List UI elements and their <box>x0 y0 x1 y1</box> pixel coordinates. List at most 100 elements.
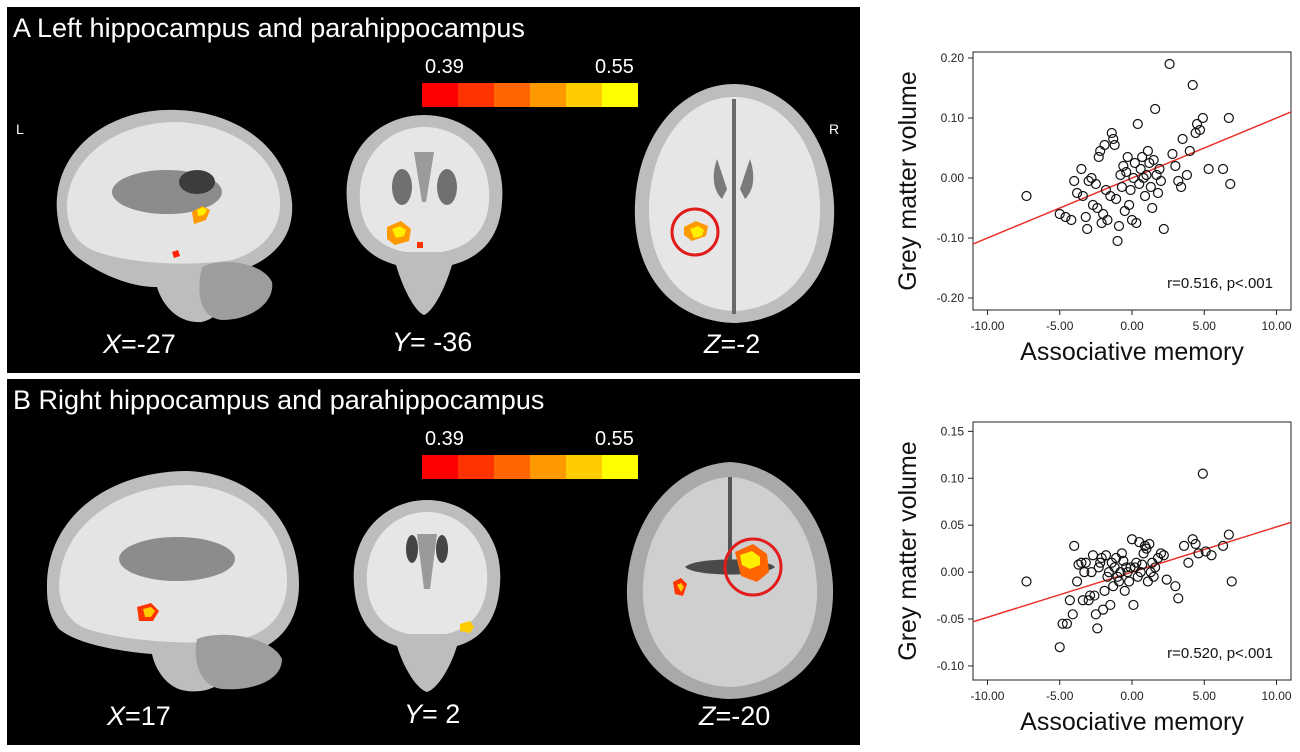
data-point <box>1131 217 1142 229</box>
slice-value: =-2 <box>720 329 761 359</box>
data-point <box>1108 133 1119 145</box>
data-point <box>1090 178 1101 190</box>
data-point <box>1076 163 1087 175</box>
colorbar-swatch <box>494 455 530 479</box>
slice-value: =-27 <box>121 329 176 359</box>
slice-axis: Y <box>392 327 411 357</box>
data-point <box>1177 133 1188 145</box>
data-point <box>1128 599 1139 611</box>
scatter-plot-a-svg: -10.00 -5.00 0.00 5.00 10.00 -0.20 -0.10 0.00 0.… <box>894 51 1292 366</box>
data-point <box>1121 166 1132 178</box>
data-point <box>1067 609 1078 620</box>
y-tick-label: 0.20 <box>941 51 965 65</box>
colorbar-swatch <box>422 455 458 479</box>
data-point <box>1061 618 1073 629</box>
correlation-annotation: r=0.520, p<.001 <box>1167 645 1273 662</box>
data-point <box>1173 175 1184 187</box>
data-point <box>1167 148 1178 160</box>
x-tick-label: -5.00 <box>1046 319 1074 333</box>
data-point <box>1066 214 1077 226</box>
data-point <box>1071 187 1083 199</box>
data-point <box>1223 112 1234 124</box>
colorbar-swatch <box>530 83 566 107</box>
slice-label-z: Z=-20 <box>699 701 770 732</box>
data-point <box>1057 618 1068 629</box>
data-point <box>1200 546 1211 557</box>
data-point <box>1119 585 1130 596</box>
data-point <box>1069 175 1080 187</box>
data-point <box>1223 529 1234 540</box>
data-point <box>1069 540 1080 551</box>
data-point <box>1021 576 1032 587</box>
data-point <box>1115 169 1126 181</box>
colorbar-swatch <box>566 83 602 107</box>
data-point <box>1084 590 1096 601</box>
slice-label-z: Z=-2 <box>704 329 760 360</box>
data-point <box>1102 214 1113 226</box>
data-point <box>1217 540 1229 551</box>
data-point <box>1161 574 1172 585</box>
data-point <box>1093 151 1104 163</box>
data-point <box>1054 642 1065 653</box>
data-point <box>1128 172 1139 184</box>
data-point <box>1132 118 1143 130</box>
y-tick-label: 0.10 <box>941 471 965 485</box>
x-tick-label: 10.00 <box>1262 689 1292 703</box>
data-point <box>1173 593 1184 604</box>
x-tick-label: 0.00 <box>1120 319 1144 333</box>
coronal-slice-image <box>346 115 503 315</box>
data-point <box>1184 145 1195 157</box>
data-point <box>1124 199 1135 211</box>
data-point <box>1148 154 1159 166</box>
y-tick-label: -0.20 <box>937 291 965 305</box>
slice-label-y: Y= 2 <box>404 699 460 730</box>
data-point <box>1109 139 1120 151</box>
data-point <box>1105 190 1116 202</box>
colorbar <box>422 83 638 107</box>
data-point <box>1193 548 1204 559</box>
data-point <box>1112 235 1123 247</box>
panel-b-brain-images: B Right hippocampus and parahippocampus … <box>7 379 860 745</box>
data-point <box>1122 151 1133 163</box>
data-point <box>1170 160 1181 172</box>
data-point <box>1147 202 1158 214</box>
colorbar-swatch <box>566 455 602 479</box>
data-point <box>1116 181 1127 193</box>
axial-slice-image <box>626 462 834 699</box>
data-point <box>1138 172 1149 184</box>
colorbar-swatch <box>458 83 494 107</box>
y-tick-label: -0.10 <box>937 231 965 245</box>
slice-label-y: Y= -36 <box>392 327 472 358</box>
colorbar-min-label: 0.39 <box>425 428 464 450</box>
data-point <box>1141 169 1152 181</box>
x-tick-label: -5.00 <box>1046 689 1074 703</box>
data-point <box>1142 145 1153 157</box>
data-point <box>1187 79 1198 91</box>
left-hemisphere-label: L <box>16 121 24 137</box>
data-point <box>1190 538 1201 550</box>
data-point <box>1077 190 1088 202</box>
y-axis-label: Grey matter volume <box>894 441 922 661</box>
data-point <box>1071 576 1083 587</box>
data-point <box>1176 181 1187 193</box>
axial-slice-image <box>634 84 835 323</box>
data-point <box>1126 534 1138 545</box>
slice-value: = 2 <box>422 699 461 729</box>
x-tick-label: 5.00 <box>1193 689 1217 703</box>
data-point <box>1118 555 1129 566</box>
data-point <box>1089 590 1100 601</box>
data-point <box>1129 157 1140 169</box>
colorbar <box>422 455 638 479</box>
data-point <box>1111 193 1122 205</box>
data-point <box>1021 190 1032 202</box>
coronal-slice-image <box>353 500 501 692</box>
data-point <box>1181 169 1193 181</box>
y-tick-label: -0.10 <box>937 659 965 673</box>
y-tick-label: 0.05 <box>941 518 965 532</box>
y-tick-label: 0.15 <box>941 424 965 438</box>
data-point <box>1191 118 1203 130</box>
data-point <box>1080 557 1091 568</box>
data-point <box>1064 595 1075 606</box>
data-point <box>1135 567 1146 578</box>
data-point <box>1080 211 1091 223</box>
